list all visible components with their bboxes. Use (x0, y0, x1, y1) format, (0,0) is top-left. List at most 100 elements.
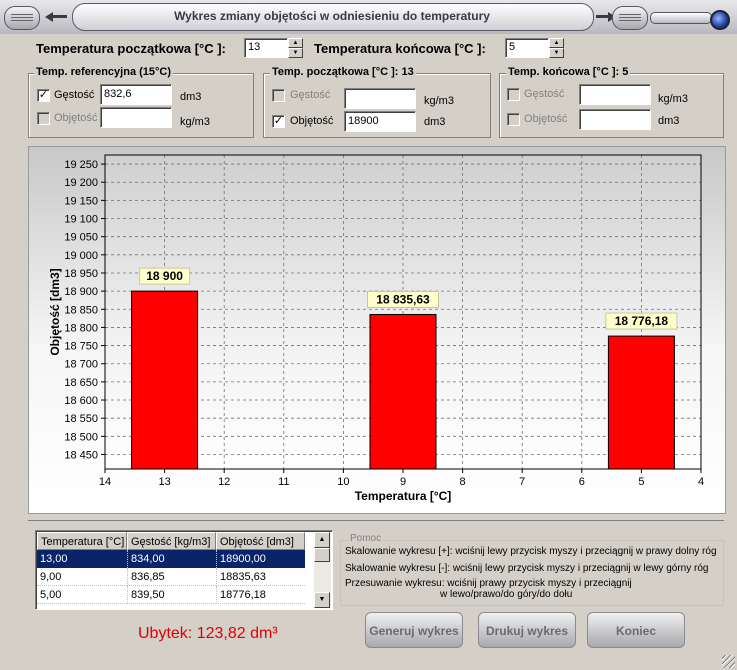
start-volume-checkbox[interactable]: ✓ (272, 115, 285, 128)
y-tick-label: 18 950 (64, 268, 98, 280)
y-tick-label: 19 050 (64, 232, 98, 244)
ref-group (28, 73, 254, 138)
spin-down-icon[interactable]: ▼ (288, 48, 303, 58)
x-tick-label: 10 (337, 476, 349, 488)
start-density-input[interactable] (344, 88, 416, 109)
ref-density-unit: dm3 (180, 91, 202, 103)
x-tick-label: 13 (158, 476, 170, 488)
y-tick-label: 18 650 (64, 377, 98, 389)
end-density-input[interactable] (579, 84, 651, 105)
close-button[interactable]: Koniec (587, 612, 685, 648)
table-cell[interactable]: 5,00 (37, 586, 127, 604)
slider-track (650, 12, 712, 24)
start-temp-spinner[interactable]: ▲ ▼ (288, 38, 303, 58)
end-temp-label: Temperatura końcowa [°C ]: (314, 41, 486, 56)
end-temp-spinner[interactable]: ▲ ▼ (549, 38, 564, 58)
table-cell[interactable]: 18776,18 (216, 586, 305, 604)
x-tick-label: 9 (400, 476, 406, 488)
ref-volume-checkbox[interactable] (37, 112, 50, 125)
table-header[interactable]: Objętość [dm3] (216, 532, 305, 550)
y-tick-label: 19 200 (64, 177, 98, 189)
table-scrollbar[interactable]: ▲ ▼ (314, 532, 331, 608)
table-header[interactable]: Temperatura [°C] (37, 532, 127, 550)
end-volume-checkbox[interactable] (507, 113, 520, 126)
y-tick-label: 18 900 (64, 286, 98, 298)
table-row-selected-bg[interactable] (37, 550, 305, 568)
spin-up-icon[interactable]: ▲ (549, 38, 564, 48)
y-axis-label: Objętość [dm3] (48, 268, 62, 355)
loss-text: Ubytek: 123,82 dm³ (138, 625, 278, 642)
y-tick-label: 18 800 (64, 322, 98, 334)
close-knob-icon[interactable] (710, 10, 730, 30)
arrow-shaft-right (596, 15, 610, 18)
x-tick-label: 8 (460, 476, 466, 488)
y-tick-label: 18 500 (64, 431, 98, 443)
end-volume-label: Objętość (524, 113, 568, 125)
arrow-shaft-left (53, 15, 67, 18)
start-volume-input[interactable]: 18900 (344, 111, 416, 132)
ref-volume-input[interactable] (100, 107, 172, 128)
ref-density-input[interactable]: 832,6 (100, 84, 172, 105)
generate-chart-button[interactable]: Generuj wykres (365, 612, 463, 648)
start-group-title: Temp. początkowa [°C ]: 13 (270, 66, 416, 78)
y-tick-label: 19 250 (64, 159, 98, 171)
x-tick-label: 11 (278, 476, 289, 488)
ref-density-label: Gęstość (54, 89, 95, 101)
start-volume-unit: dm3 (424, 116, 446, 128)
table-cell[interactable]: 839,50 (127, 586, 216, 604)
system-menu-button[interactable] (4, 6, 40, 30)
help-line: Skalowanie wykresu [+]: wciśnij lewy prz… (345, 546, 717, 557)
bar-value-label: 18 835,63 (376, 292, 430, 306)
help-title: Pomoc (348, 533, 384, 544)
help-line: w lewo/prawo/do góry/do dołu (440, 589, 573, 600)
scroll-down-icon[interactable]: ▼ (314, 592, 330, 608)
start-temp-label: Temperatura początkowa [°C ]: (36, 41, 226, 56)
table-cell[interactable]: 13,00 (40, 553, 68, 565)
help-group (340, 540, 724, 606)
table-cell[interactable]: 18835,63 (216, 568, 305, 586)
x-axis-label: Temperatura [°C] (355, 489, 452, 503)
table-cell[interactable]: 18900,00 (216, 550, 305, 568)
window-title: Wykres zmiany objętości w odniesieniu do… (174, 9, 490, 23)
bar-label-bg (367, 290, 439, 308)
end-density-checkbox[interactable] (507, 88, 520, 101)
start-density-label: Gęstość (290, 89, 331, 101)
ref-density-checkbox[interactable]: ✓ (37, 89, 50, 102)
x-tick-label: 12 (218, 476, 230, 488)
scroll-thumb[interactable] (314, 548, 330, 562)
table-cell[interactable]: 9,00 (37, 568, 127, 586)
table-cell[interactable]: 836,85 (127, 568, 216, 586)
y-tick-label: 18 750 (64, 341, 98, 353)
scroll-up-icon[interactable]: ▲ (314, 532, 330, 548)
chart-bar (131, 290, 199, 470)
title-pill (72, 3, 594, 31)
end-group-title: Temp. końcowa [°C ]: 5 (506, 66, 631, 78)
start-temp-input[interactable]: 13 (244, 38, 288, 58)
minimize-button[interactable] (612, 6, 648, 30)
volume-chart[interactable]: 18 450 18 500 18 550 18 600 18 650 18 700 18 7… (29, 147, 725, 513)
x-tick-label: 4 (698, 476, 704, 488)
end-density-unit: kg/m3 (658, 93, 688, 105)
chart-bar (369, 313, 437, 470)
ref-volume-unit: kg/m3 (180, 116, 210, 128)
chart-panel[interactable]: 18 450 18 500 18 550 18 600 18 650 18 700 18 7… (28, 146, 726, 514)
results-table[interactable]: Temperatura [°C] Gęstość [kg/m3] Objętoś… (35, 530, 333, 610)
spin-up-icon[interactable]: ▲ (288, 38, 303, 48)
table-header[interactable]: Gęstość [kg/m3] (127, 532, 216, 550)
start-density-checkbox[interactable] (272, 89, 285, 102)
table-cell[interactable]: 834,00 (127, 550, 216, 568)
y-tick-label: 18 850 (64, 304, 98, 316)
y-tick-label: 19 150 (64, 195, 98, 207)
end-temp-input[interactable]: 5 (505, 38, 549, 58)
y-tick-label: 18 700 (64, 359, 98, 371)
bar-label-bg (139, 267, 191, 285)
end-volume-input[interactable] (579, 109, 651, 130)
spin-down-icon[interactable]: ▼ (549, 48, 564, 58)
print-chart-button[interactable]: Drukuj wykres (478, 612, 576, 648)
resize-grip-icon[interactable] (722, 655, 735, 668)
end-density-label: Gęstość (524, 88, 565, 100)
x-tick-label: 14 (99, 476, 111, 488)
start-volume-label: Objętość (290, 115, 334, 127)
bar-value-label: 18 900 (146, 269, 183, 283)
help-line: Skalowanie wykresu [-]: wciśnij lewy prz… (345, 563, 709, 574)
